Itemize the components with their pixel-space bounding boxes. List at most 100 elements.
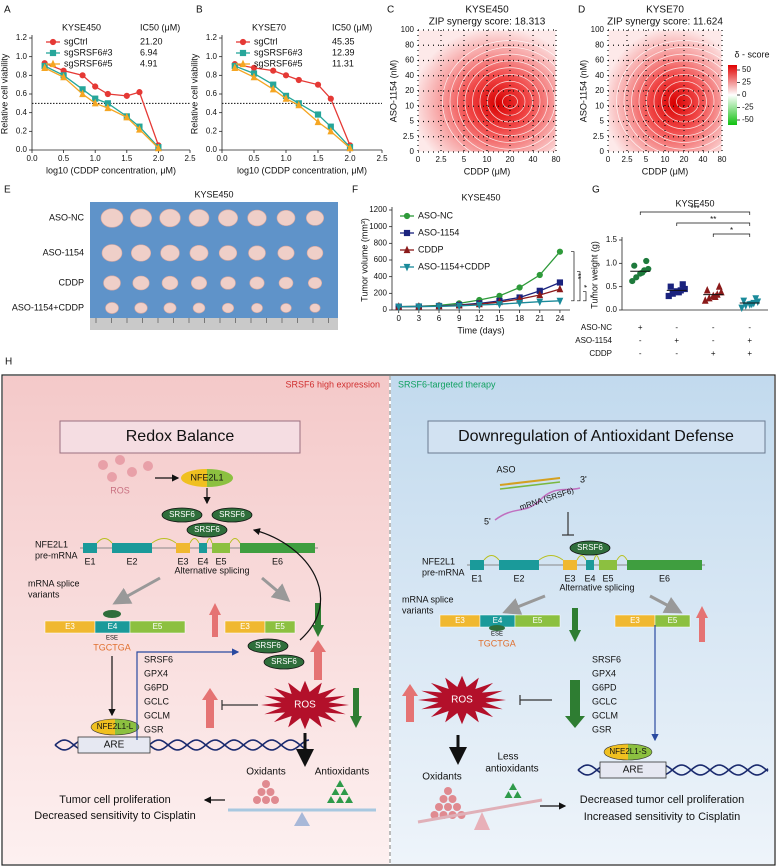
tumor <box>306 210 324 226</box>
splicing-label: Alternative splicing <box>559 582 634 592</box>
oxidant <box>439 795 448 803</box>
exon <box>83 543 97 553</box>
x-tick-label: 0 <box>416 155 421 164</box>
marker <box>740 297 748 306</box>
heatmap-title: KYSE450 <box>465 5 509 16</box>
marker <box>295 76 302 84</box>
significance: ** <box>573 273 582 279</box>
y-tick-label: 0.6 <box>206 89 218 98</box>
segment-label: E5 <box>668 616 678 625</box>
x-tick-label: 40 <box>529 155 538 164</box>
antioxidant <box>336 796 344 803</box>
y-tick-label: 1.0 <box>606 258 618 267</box>
contour <box>676 94 692 109</box>
panel-label: A <box>4 5 11 16</box>
gene-label: NFE2L1 <box>35 539 68 549</box>
legend-label: ASO-1154 <box>418 227 459 237</box>
x-tick-label: 5 <box>644 155 649 164</box>
marker <box>327 95 334 102</box>
marker <box>270 67 277 74</box>
marker <box>346 143 354 152</box>
y-tick-label: 40 <box>595 71 604 80</box>
ros-particle <box>115 455 125 465</box>
table-cell: - <box>639 349 642 358</box>
x-tick-label: 2.5 <box>621 155 633 164</box>
gene-name: GCLC <box>592 696 618 706</box>
antioxidant <box>331 788 340 795</box>
gene-name: SRSF6 <box>592 654 621 664</box>
section-title: Redox Balance <box>126 428 235 445</box>
marker <box>269 84 277 93</box>
marker <box>675 289 682 296</box>
marker <box>231 63 239 71</box>
y-tick-label: 1000 <box>369 222 387 231</box>
x-tick-label: 40 <box>699 155 708 164</box>
x-tick-label: 20 <box>506 155 515 164</box>
legend-ic50: 4.91 <box>140 58 158 68</box>
legend-marker <box>403 212 411 220</box>
marker <box>79 72 86 79</box>
x-tick-label: 80 <box>552 155 561 164</box>
table-label: ASO-1154 <box>575 336 612 345</box>
y-tick-label: 0.0 <box>606 305 618 314</box>
marker <box>104 90 111 98</box>
marker <box>715 282 723 290</box>
y-tick-label: 60 <box>405 56 414 65</box>
antioxidant <box>513 791 522 798</box>
left-panel <box>3 376 389 864</box>
ese-label: ESE <box>491 632 503 638</box>
protein-label: SRSF6 <box>255 641 281 650</box>
oxidants: Oxidants <box>246 767 285 778</box>
x-tick-label: 24 <box>555 314 564 323</box>
x-tick-label: 6 <box>437 314 442 323</box>
srsf6-protein <box>161 507 203 523</box>
ros-particle <box>107 472 117 482</box>
ros-label: ROS <box>451 695 473 706</box>
marker <box>123 112 131 121</box>
tumor <box>221 302 235 314</box>
exon <box>599 560 617 570</box>
y-tick-label: 1.5 <box>606 235 618 244</box>
tumor <box>307 276 323 290</box>
fulcrum <box>294 812 310 826</box>
y-tick-label: 0.4 <box>206 108 218 117</box>
contour <box>653 74 715 130</box>
legend-ic50: 11.31 <box>332 58 354 68</box>
balance-beam <box>417 798 543 824</box>
ros-source: ROS <box>110 485 130 495</box>
legend-ic50: 45.35 <box>332 36 355 46</box>
photo-background <box>90 202 338 330</box>
exon-segment <box>129 620 186 634</box>
exon <box>586 560 594 570</box>
marker <box>136 89 143 96</box>
legend-marker <box>49 38 57 46</box>
legend-marker <box>403 245 411 254</box>
tumor <box>100 208 124 228</box>
down-arrow <box>565 680 585 728</box>
photo-title: KYSE450 <box>194 189 233 199</box>
up-arrow <box>310 640 326 680</box>
splicing-label: Alternative splicing <box>174 565 249 575</box>
marker <box>415 303 423 312</box>
down-arrow <box>350 688 362 728</box>
marker <box>282 72 290 79</box>
panel-label: F <box>352 185 358 196</box>
contour <box>449 46 571 157</box>
x-tick-label: 1.5 <box>312 154 324 163</box>
intron-arc <box>96 538 113 544</box>
legend-label: sgSRSF6#5 <box>64 58 113 68</box>
tumor <box>306 245 324 261</box>
row-label: ASO-1154 <box>43 247 84 257</box>
ese-label: ESE <box>106 636 118 642</box>
outcome: Tumor cell proliferation <box>59 794 170 806</box>
gene-name: GCLM <box>144 710 170 720</box>
exon <box>627 560 702 570</box>
intron-arc <box>483 555 500 561</box>
row-label: ASO-1154+CDDP <box>12 302 84 312</box>
y-tick-label: 100 <box>591 25 605 34</box>
significance-bracket <box>571 251 575 302</box>
y-tick-label: 2.5 <box>593 132 605 141</box>
oxidants: Oxidants <box>422 772 461 783</box>
y-tick-label: 200 <box>374 288 388 297</box>
y-axis-label: Relative cell viability <box>189 53 199 134</box>
